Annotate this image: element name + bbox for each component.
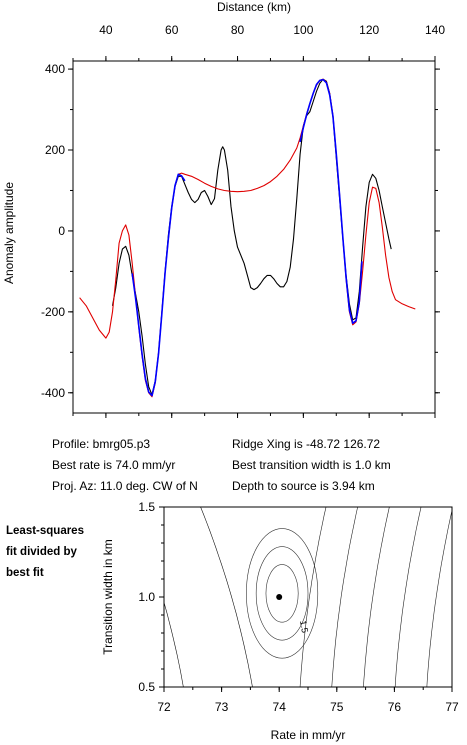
profile-series-2 bbox=[131, 173, 186, 397]
top-x-tick-label: 140 bbox=[425, 23, 445, 37]
contour-line-right bbox=[458, 498, 467, 696]
top-y-ticks: -400 -200 0 200 400 bbox=[41, 62, 440, 400]
proj-az-text: Proj. Az: 11.0 deg. CW of N bbox=[52, 479, 198, 493]
top-y-tick-label: -400 bbox=[41, 386, 65, 400]
contour-line-left bbox=[200, 507, 253, 687]
contour-line-inner bbox=[246, 528, 319, 659]
bottom-x-tick-label: 74 bbox=[273, 700, 287, 714]
bottom-x-tick-label: 76 bbox=[388, 700, 402, 714]
contour-line-right bbox=[363, 507, 390, 687]
top-ylabel: Anomaly amplitude bbox=[2, 182, 16, 284]
bottom-ylabel: Transition width in km bbox=[101, 539, 115, 655]
misfit-contour-chart: 72 73 74 75 76 77 0.5 1.0 1.5 1.5 Rate in mm/yr… bbox=[101, 498, 467, 742]
contour-line-right bbox=[394, 507, 422, 687]
top-x-tick-label: 100 bbox=[293, 23, 313, 37]
contour-line-inner bbox=[255, 546, 309, 641]
top-x-tick-label: 80 bbox=[231, 23, 245, 37]
contour-line-right bbox=[331, 507, 358, 687]
profile-series-1 bbox=[79, 78, 416, 398]
profile-lines bbox=[79, 78, 416, 398]
depth-text: Depth to source is 3.94 km bbox=[232, 479, 375, 493]
top-x-tick-label: 60 bbox=[165, 23, 179, 37]
bottom-x-ticks: 72 73 74 75 76 77 bbox=[157, 687, 459, 714]
best-rate-text: Best rate is 74.0 mm/yr bbox=[52, 458, 176, 472]
bottom-x-tick-label: 75 bbox=[330, 700, 344, 714]
contour-line-right bbox=[299, 507, 327, 687]
bottom-x-tick-label: 73 bbox=[215, 700, 229, 714]
top-x-ticks: 40 60 80 100 120 140 bbox=[72, 23, 445, 418]
top-y-tick-label: 0 bbox=[58, 224, 65, 238]
contour-line-inner bbox=[265, 564, 299, 623]
best-transition-text: Best transition width is 1.0 km bbox=[232, 458, 391, 472]
bottom-y-tick-label: 1.0 bbox=[138, 590, 155, 604]
top-y-tick-label: 400 bbox=[45, 62, 65, 76]
profile-chart: Distance (km) 40 60 80 100 120 140 -400 -200 0 2… bbox=[2, 0, 445, 418]
bottom-x-tick-label: 72 bbox=[157, 700, 171, 714]
profile-series-0 bbox=[111, 78, 392, 396]
top-y-tick-label: 200 bbox=[45, 143, 65, 157]
best-fit-point bbox=[276, 594, 283, 600]
profile-series-3 bbox=[299, 78, 363, 324]
contour-line-right bbox=[426, 509, 452, 687]
top-xlabel: Distance (km) bbox=[217, 0, 291, 14]
profile-text: Profile: bmrg05.p3 bbox=[52, 437, 151, 451]
top-x-tick-label: 120 bbox=[359, 23, 379, 37]
top-x-tick-label: 40 bbox=[99, 23, 113, 37]
top-y-tick-label: -200 bbox=[41, 305, 65, 319]
bottom-y-tick-label: 0.5 bbox=[138, 680, 155, 694]
contour-line-left bbox=[164, 601, 184, 687]
bottom-y-tick-label: 1.5 bbox=[138, 500, 155, 514]
contour-label: 1.5 bbox=[298, 620, 310, 634]
note-line-1: Least-squares bbox=[6, 525, 84, 537]
ridge-xing-text: Ridge Xing is -48.72 126.72 bbox=[232, 437, 381, 451]
bottom-y-ticks: 0.5 1.0 1.5 bbox=[138, 500, 164, 694]
bottom-xlabel: Rate in mm/yr bbox=[271, 728, 346, 742]
top-plot-frame bbox=[72, 60, 436, 414]
bottom-x-tick-label: 77 bbox=[445, 700, 459, 714]
note-line-3: best fit bbox=[6, 567, 44, 579]
note-line-2: fit divided by bbox=[6, 546, 77, 558]
contour-lines bbox=[164, 498, 467, 696]
